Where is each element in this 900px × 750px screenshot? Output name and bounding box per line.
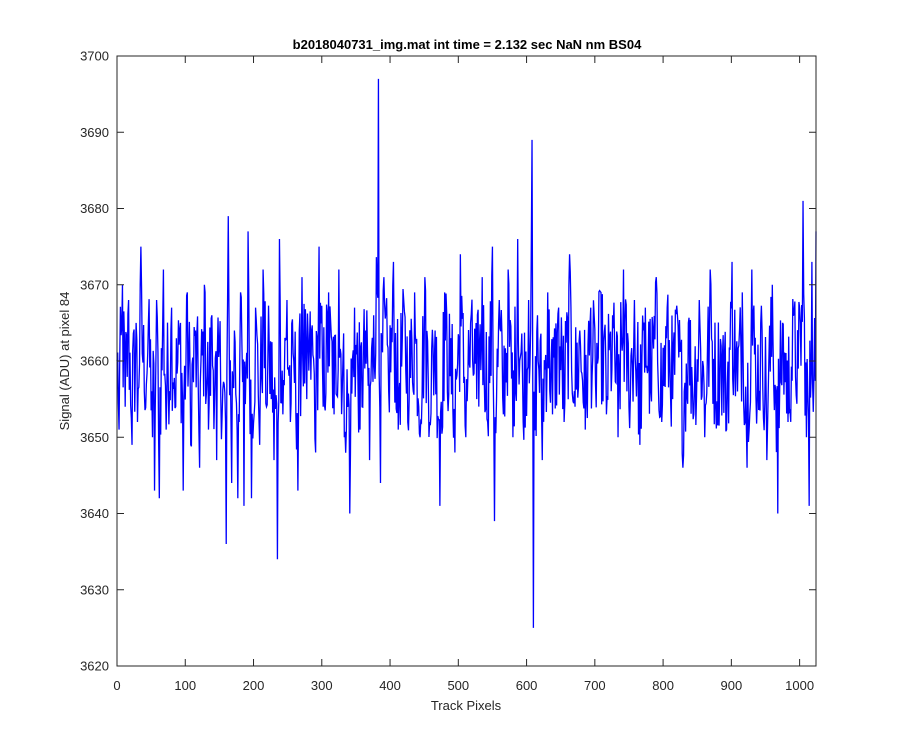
x-tick-label: 100 — [174, 678, 196, 693]
series-line-0 — [116, 78, 817, 628]
x-tick-label: 500 — [447, 678, 469, 693]
x-tick-label: 1000 — [785, 678, 814, 693]
y-tick-label: 3650 — [80, 430, 109, 445]
y-tick-label: 3700 — [80, 49, 109, 64]
x-tick-label: 0 — [113, 678, 120, 693]
y-tick-label: 3670 — [80, 277, 109, 292]
x-tick-label: 900 — [721, 678, 743, 693]
y-tick-label: 3680 — [80, 201, 109, 216]
x-tick-label: 700 — [584, 678, 606, 693]
x-tick-label: 300 — [311, 678, 333, 693]
data-layer — [116, 78, 817, 628]
x-axis: 0 100 200 300 400 500 600 700 800 900 1000 — [113, 56, 814, 693]
y-tick-label: 3660 — [80, 354, 109, 369]
y-tick-label: 3640 — [80, 506, 109, 521]
chart-title: b2018040731_img.mat int time = 2.132 sec… — [293, 37, 642, 52]
x-tick-label: 400 — [379, 678, 401, 693]
x-tick-label: 800 — [652, 678, 674, 693]
plot-area — [117, 56, 816, 666]
x-axis-label: Track Pixels — [431, 698, 502, 713]
y-tick-label: 3630 — [80, 582, 109, 597]
x-tick-label: 200 — [243, 678, 265, 693]
y-axis-label: Signal (ADU) at pixel 84 — [57, 292, 72, 431]
y-tick-label: 3690 — [80, 125, 109, 140]
y-axis: 3620 3630 3640 3650 3660 3670 3680 3690 3700 — [80, 49, 816, 674]
x-tick-label: 600 — [516, 678, 538, 693]
y-tick-label: 3620 — [80, 659, 109, 674]
